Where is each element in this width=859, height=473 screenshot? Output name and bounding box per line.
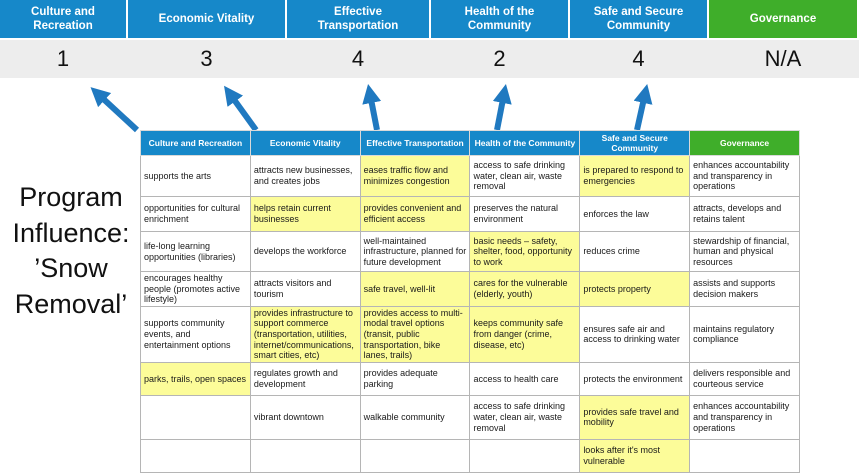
matrix-cell: enhances accountability and transparency… bbox=[689, 155, 800, 197]
matrix-cell: provides infrastructure to support comme… bbox=[249, 305, 361, 363]
table-row: supports community events, and entertain… bbox=[140, 305, 800, 363]
matrix-cell: preserves the natural environment bbox=[469, 196, 581, 232]
matrix-cell: provides convenient and efficient access bbox=[359, 196, 471, 232]
matrix-cell: maintains regulatory compliance bbox=[689, 305, 800, 363]
matrix-cell: ensures safe air and access to drinking … bbox=[579, 305, 691, 363]
matrix-cell: eases traffic flow and minimizes congest… bbox=[359, 155, 471, 197]
arrow-icon bbox=[90, 87, 140, 133]
arrow-icon bbox=[492, 83, 512, 131]
matrix-cell: basic needs – safety, shelter, food, opp… bbox=[469, 231, 581, 272]
arrow-icon bbox=[224, 85, 259, 132]
matrix-cell: walkable community bbox=[359, 394, 471, 440]
matrix-cell: opportunities for cultural enrichment bbox=[140, 196, 251, 232]
summary-column-label: Effective Transportation bbox=[287, 0, 429, 38]
influence-matrix-container: Culture and Recreation Economic Vitality E… bbox=[140, 130, 800, 473]
matrix-cell: stewardship of financial, human and phys… bbox=[689, 231, 800, 272]
matrix-cell: regulates growth and development bbox=[249, 361, 361, 396]
table-row: opportunities for cultural enrichment hel… bbox=[140, 196, 800, 232]
matrix-header: Economic Vitality bbox=[249, 130, 361, 156]
matrix-cell: attracts visitors and tourism bbox=[249, 271, 361, 307]
summary-score: N/A bbox=[764, 46, 802, 71]
arrow-icon bbox=[633, 84, 653, 131]
matrix-cell: protects the environment bbox=[579, 361, 691, 396]
matrix-cell: vibrant downtown bbox=[249, 394, 361, 440]
summary-score: 2 bbox=[493, 46, 506, 71]
matrix-cell: access to safe drinking water, clean air… bbox=[469, 394, 581, 440]
arrow-icon bbox=[362, 83, 382, 131]
matrix-cell: cares for the vulnerable (elderly, youth… bbox=[469, 271, 581, 307]
program-title: Program Influence: ’Snow Removal’ bbox=[12, 182, 130, 319]
matrix-cell: life-long learning opportunities (librar… bbox=[140, 231, 251, 272]
matrix-header-row: Culture and Recreation Economic Vitality E… bbox=[140, 130, 800, 156]
matrix-cell: protects property bbox=[579, 271, 691, 307]
matrix-cell: safe travel, well-lit bbox=[359, 271, 471, 307]
table-row: encourages healthy people (promotes acti… bbox=[140, 271, 800, 307]
score-arrows bbox=[90, 83, 653, 133]
matrix-cell: attracts new businesses, and creates job… bbox=[249, 155, 361, 197]
matrix-cell bbox=[689, 438, 800, 473]
influence-matrix: Culture and Recreation Economic Vitality E… bbox=[140, 130, 800, 473]
matrix-cell bbox=[359, 438, 471, 473]
summary-score: 4 bbox=[632, 46, 645, 71]
summary-column-label: Health of the Community bbox=[431, 0, 568, 38]
summary-score: 3 bbox=[200, 46, 213, 71]
matrix-cell: parks, trails, open spaces bbox=[140, 361, 251, 396]
matrix-cell: supports the arts bbox=[140, 155, 251, 197]
matrix-cell: provides adequate parking bbox=[359, 361, 471, 396]
matrix-cell: enhances accountability and transparency… bbox=[689, 394, 800, 440]
summary-score-row: 1 3 4 2 4 N/A bbox=[0, 40, 859, 78]
summary-score: 4 bbox=[351, 46, 365, 71]
matrix-cell: assists and supports decision makers bbox=[689, 271, 800, 307]
matrix-cell: supports community events, and entertain… bbox=[140, 305, 251, 363]
matrix-cell: provides safe travel and mobility bbox=[579, 394, 691, 440]
matrix-cell: access to health care bbox=[469, 361, 581, 396]
matrix-header: Culture and Recreation bbox=[140, 130, 251, 156]
table-row: vibrant downtown walkable community access… bbox=[140, 394, 800, 440]
matrix-cell: reduces crime bbox=[579, 231, 691, 272]
table-row: looks after it's most vulnerable bbox=[140, 438, 800, 473]
matrix-cell: enforces the law bbox=[579, 196, 691, 232]
summary-score: 1 bbox=[56, 46, 70, 71]
matrix-cell: develops the workforce bbox=[249, 231, 361, 272]
matrix-cell: access to safe drinking water, clean air… bbox=[469, 155, 581, 197]
matrix-body: supports the arts attracts new businesses… bbox=[140, 155, 800, 473]
matrix-header: Effective Transportation bbox=[359, 130, 471, 156]
matrix-header: Governance bbox=[689, 130, 800, 156]
summary-header-row: Culture and Recreation Economic Vitality E… bbox=[0, 0, 859, 38]
matrix-cell bbox=[140, 394, 251, 440]
matrix-cell bbox=[249, 438, 361, 473]
matrix-cell bbox=[140, 438, 251, 473]
matrix-cell: is prepared to respond to emergencies bbox=[579, 155, 691, 197]
summary-column-label: Economic Vitality bbox=[128, 0, 285, 38]
matrix-header: Safe and Secure Community bbox=[579, 130, 691, 156]
table-row: supports the arts attracts new businesses… bbox=[140, 155, 800, 197]
matrix-header: Health of the Community bbox=[469, 130, 581, 156]
table-row: parks, trails, open spaces regulates grow… bbox=[140, 361, 800, 396]
summary-column-label: Safe and Secure Community bbox=[570, 0, 707, 38]
matrix-cell: keeps community safe from danger (crime,… bbox=[469, 305, 581, 363]
matrix-cell: helps retain current businesses bbox=[249, 196, 361, 232]
matrix-cell bbox=[469, 438, 581, 473]
matrix-cell: delivers responsible and courteous servi… bbox=[689, 361, 800, 396]
summary-column-label: Governance bbox=[709, 0, 857, 38]
table-row: life-long learning opportunities (librar… bbox=[140, 231, 800, 272]
matrix-cell: encourages healthy people (promotes acti… bbox=[140, 271, 251, 307]
summary-column-label: Culture and Recreation bbox=[0, 0, 126, 38]
matrix-cell: looks after it's most vulnerable bbox=[579, 438, 691, 473]
matrix-cell: well-maintained infrastructure, planned … bbox=[359, 231, 471, 272]
matrix-cell: attracts, develops and retains talent bbox=[689, 196, 800, 232]
matrix-cell: provides access to multi-modal travel op… bbox=[359, 305, 471, 363]
